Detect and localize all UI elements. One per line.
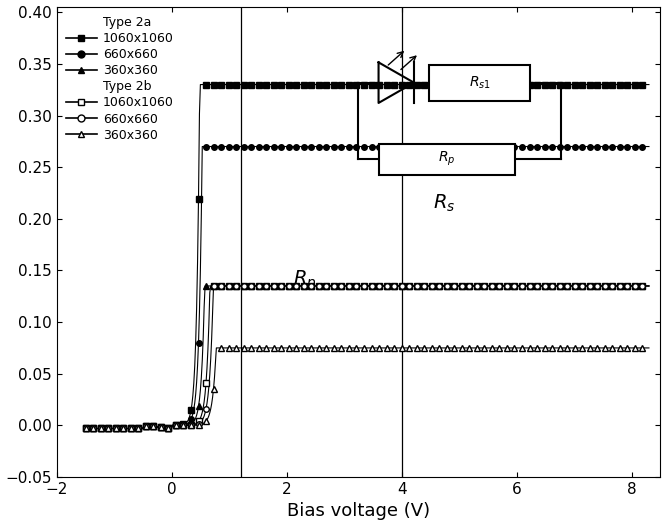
Bar <box>378 144 515 175</box>
Text: $R_s$: $R_s$ <box>434 193 456 214</box>
Text: $R_p$: $R_p$ <box>292 269 316 293</box>
Text: $R_p$: $R_p$ <box>438 150 456 168</box>
Text: $R_{s1}$: $R_{s1}$ <box>469 75 491 91</box>
Bar <box>429 65 530 100</box>
Legend: Type 2a, 1060x1060, 660x660, 360x360, Type 2b, 1060x1060, 660x660, 360x360: Type 2a, 1060x1060, 660x660, 360x360, Ty… <box>63 13 176 144</box>
X-axis label: Bias voltage (V): Bias voltage (V) <box>287 502 430 520</box>
